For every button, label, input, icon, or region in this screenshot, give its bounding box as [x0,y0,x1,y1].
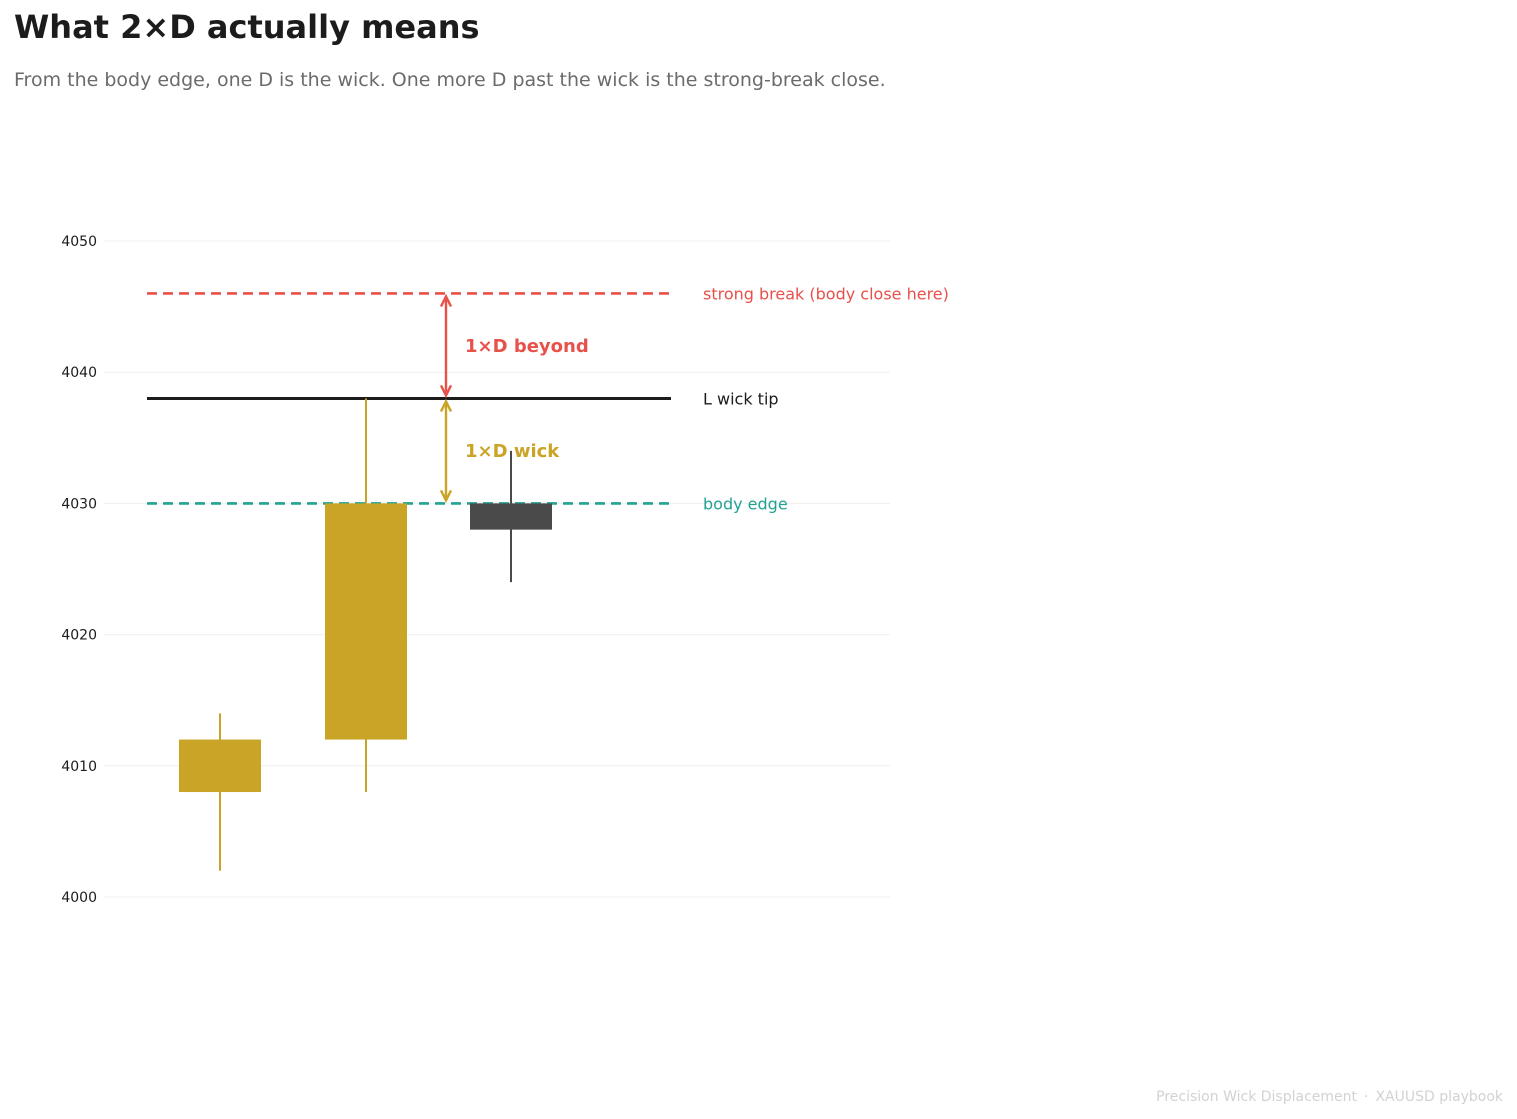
arrow-head-top-wick [439,398,453,412]
footer-source: Precision Wick Displacement [1156,1089,1357,1105]
candles [179,398,552,871]
level-label-strong: strong break (body close here) [703,284,949,303]
footer-credit: Precision Wick Displacement · XAUUSD playb… [1156,1089,1503,1105]
annotation-label-beyond: 1×D beyond [465,336,589,357]
footer-playbook: XAUUSD playbook [1375,1089,1503,1105]
level-label-wick_tip: L wick tip [703,389,779,408]
y-tick-label: 4030 [61,496,97,512]
y-tick-label: 4010 [61,759,97,775]
level-lines: strong break (body close here) L wick tip… [147,284,949,513]
arrow-head-bottom-wick [439,489,453,504]
annotations: 1×D beyond 1×D wick [439,293,589,504]
y-tick-label: 4000 [61,890,97,906]
annotation-label-wick: 1×D wick [465,441,560,462]
footer-separator: · [1364,1089,1369,1105]
chart-subtitle: From the body edge, one D is the wick. O… [14,69,886,91]
chart-title: What 2×D actually means [14,8,480,46]
y-tick-label: 4050 [61,234,97,250]
y-tick-label: 4040 [61,365,97,381]
candle-body [325,503,407,740]
arrow-head-top-beyond [439,293,453,308]
y-tick-label: 4020 [61,628,97,644]
candle-body [470,503,552,530]
grid-layer [104,240,890,898]
level-label-body_edge: body edge [703,494,788,513]
candle-body [179,739,261,793]
arrow-head-bottom-beyond [439,384,453,399]
y-axis-ticks: 4000 4010 4020 4030 4040 4050 [61,234,97,906]
